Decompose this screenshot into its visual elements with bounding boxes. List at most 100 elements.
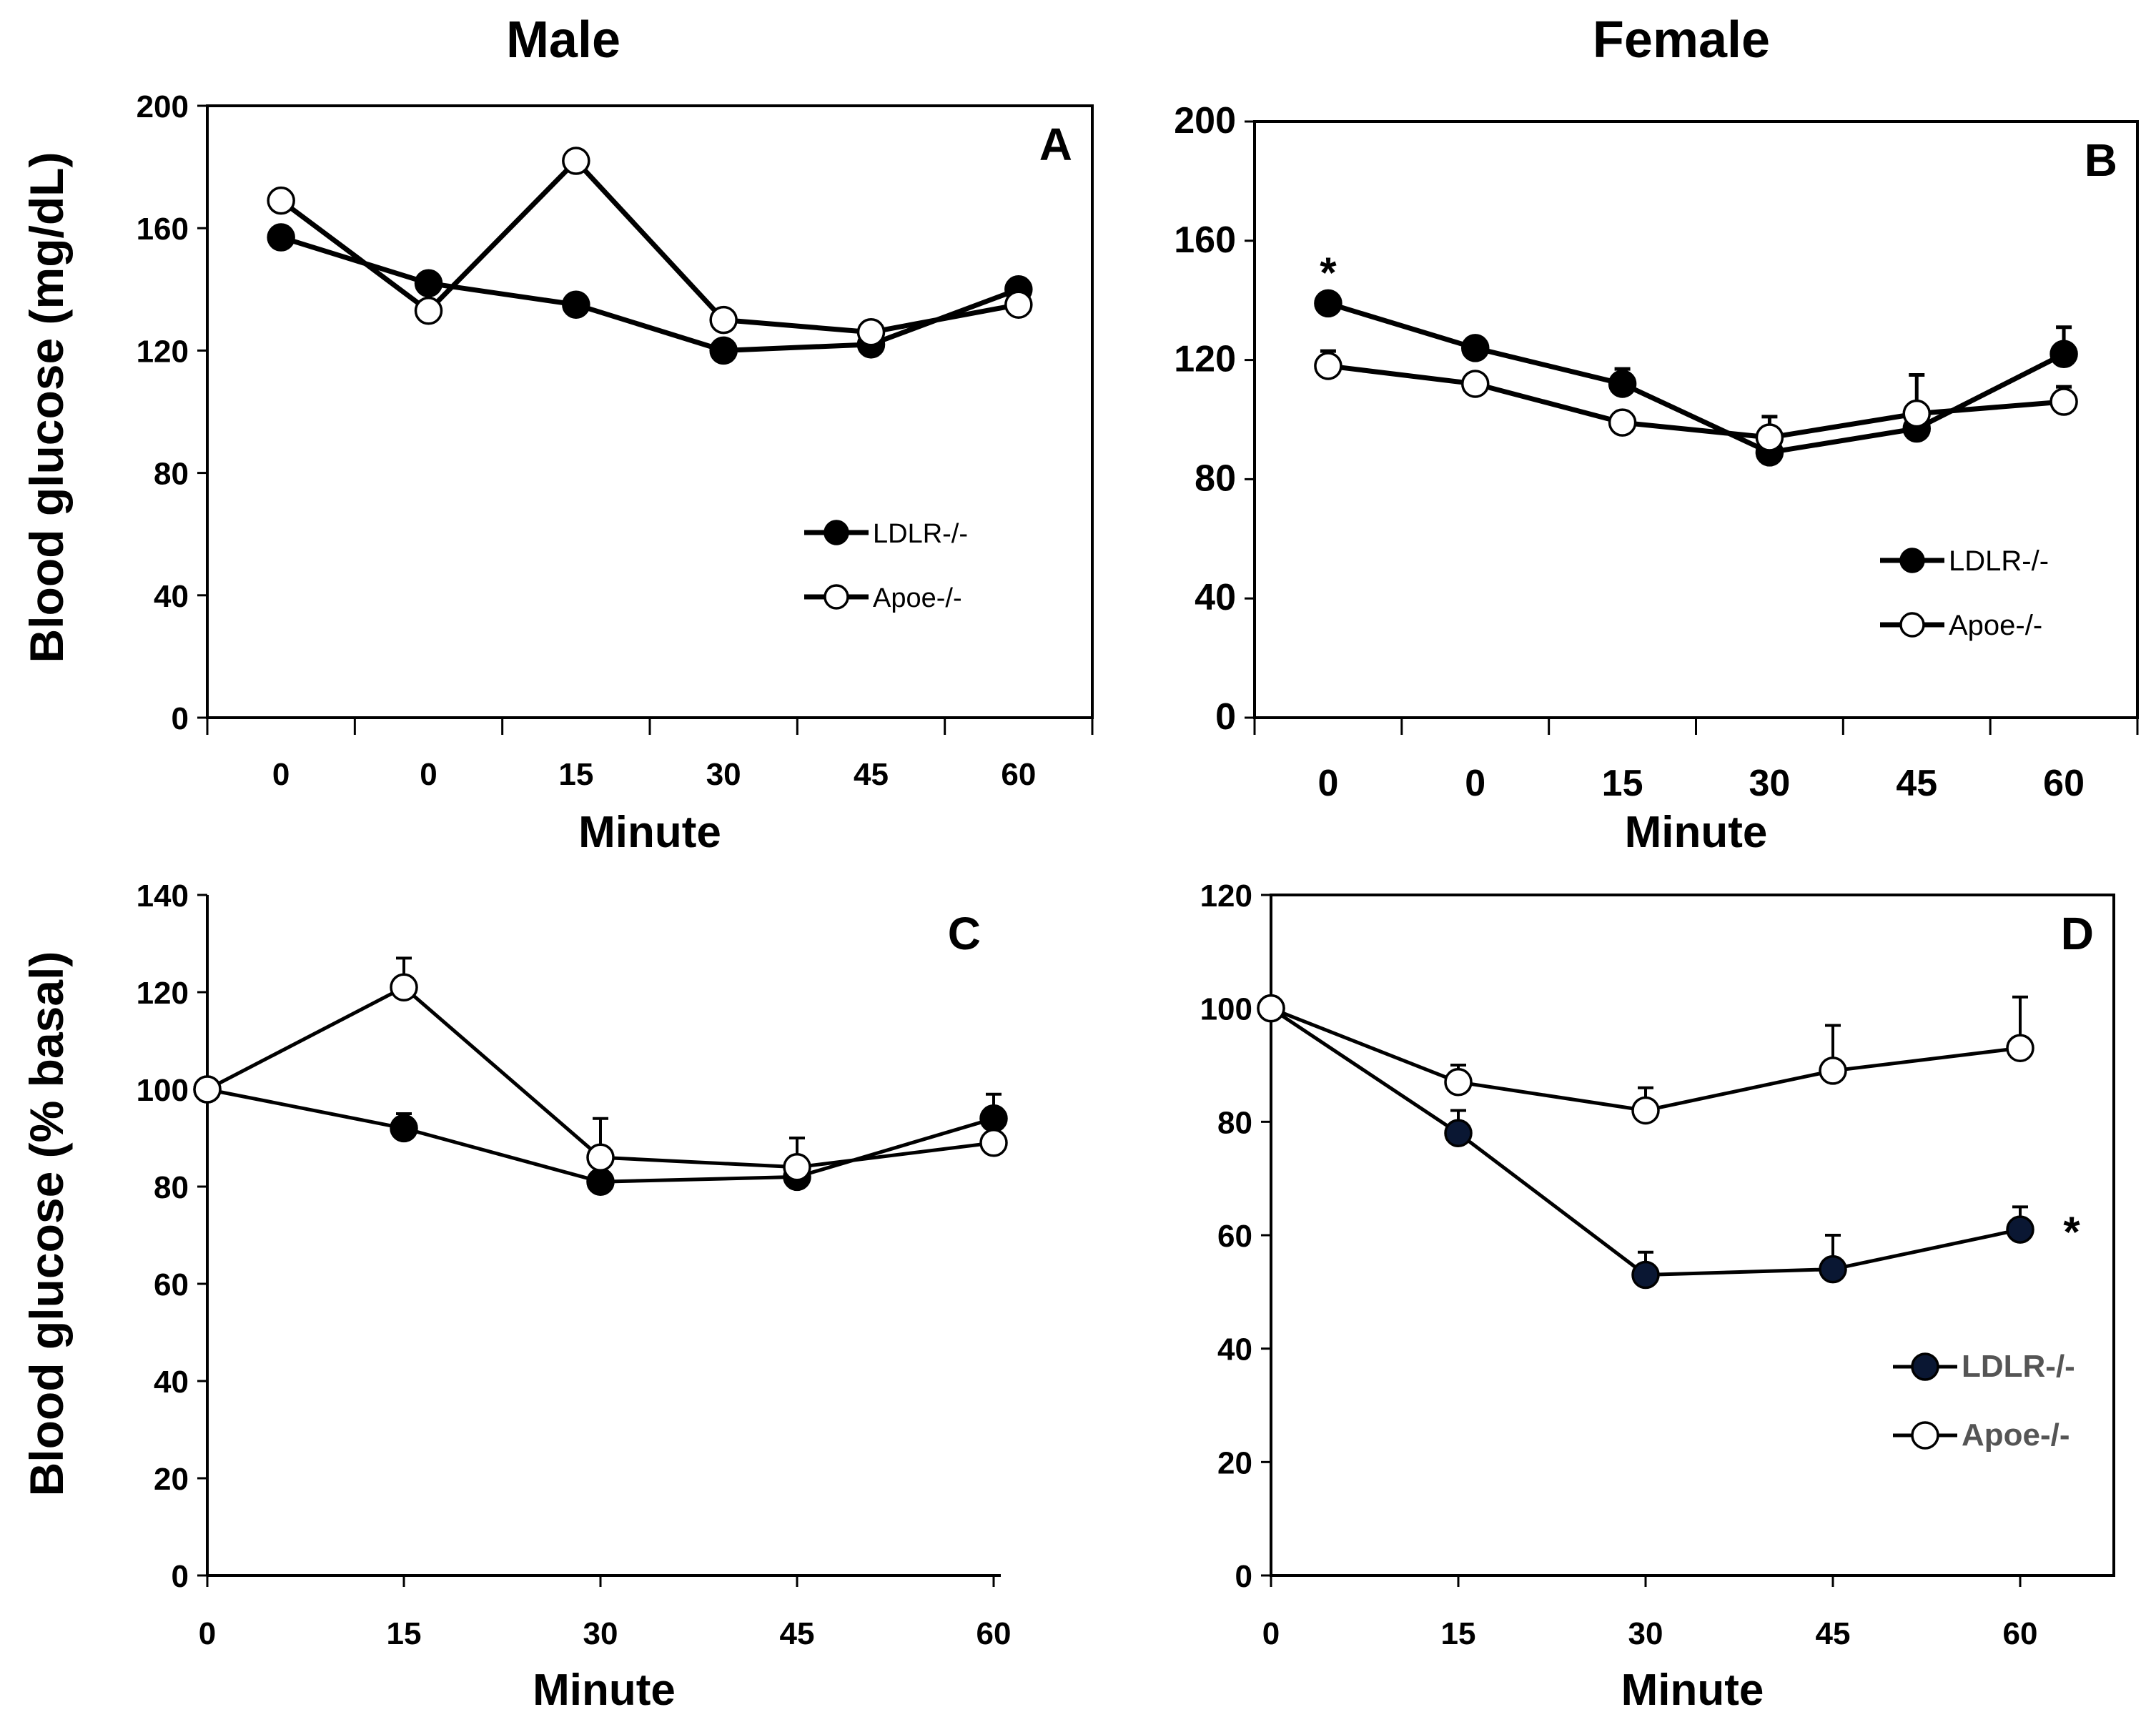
panel-b-y-tick-label: 0 [1215, 696, 1236, 738]
panel-a-legend-ldlr-label: LDLR-/- [873, 519, 968, 549]
panel-b-y-tick-label: 80 [1195, 457, 1236, 499]
panel-c-y-tick-label: 40 [154, 1365, 189, 1400]
panel-a-legend-ldlr-marker [824, 520, 849, 545]
panel-b-y-tick-label: 120 [1174, 339, 1236, 380]
panel-c-apoe-point [586, 1143, 615, 1172]
panel-b-ldlr-point [2049, 340, 2078, 369]
panel-a-y-tick-label: 0 [172, 701, 189, 736]
panel-d-apoe-point [2006, 1034, 2034, 1062]
panel-b-apoe-point [1608, 408, 1637, 437]
panel-c-y-tick-label: 140 [137, 879, 189, 914]
panel-a-legend-apoe-label: Apoe-/- [873, 583, 962, 613]
panel-c-y-tick-label: 80 [154, 1170, 189, 1205]
panel-d-y-tick-label: 60 [1217, 1219, 1252, 1254]
panel-b-y-tick-label: 40 [1195, 577, 1236, 618]
panel-c-x-tick-label: 30 [583, 1616, 618, 1651]
panel-c-y-tick-label: 60 [154, 1267, 189, 1302]
panel-b-x-tick-label: 0 [1317, 763, 1338, 804]
panel-c-x-tick-label: 15 [387, 1616, 422, 1651]
panel-d-y-tick-label: 80 [1217, 1105, 1252, 1140]
panel-b-x-axis-label: Minute [1625, 808, 1768, 857]
panel-a-apoe-point [414, 297, 443, 325]
panel-b-legend-ldlr-label: LDLR-/- [1949, 545, 2049, 577]
panel-c-apoe-point [193, 1075, 222, 1104]
panel-b-x-tick-label: 15 [1602, 763, 1643, 804]
panel-c-ldlr-point [979, 1104, 1008, 1133]
panel-c-y-tick-label: 0 [172, 1559, 189, 1594]
panel-b-y-tick-label: 160 [1174, 219, 1236, 261]
panel-d-legend-ldlr-label: LDLR-/- [1962, 1349, 2075, 1384]
panel-c-y-tick-label: 100 [137, 1073, 189, 1108]
panel-a-ldlr-point [709, 336, 738, 365]
panel-d-x-tick-label: 30 [1628, 1616, 1663, 1651]
panel-a-plot-frame [206, 104, 1094, 719]
panel-a-apoe-point [267, 186, 295, 215]
panel-b-apoe-point [1314, 352, 1342, 380]
panel-c-y-tick-label: 120 [137, 976, 189, 1011]
panel-b-legend-apoe-marker [1899, 612, 1925, 638]
panel-d: 0 20 40 60 80 100 120 0 15 30 45 60 Minute D * LDLR-/- A… [1200, 879, 2115, 1715]
panel-d-significance-star: * [2063, 1208, 2080, 1256]
female-column-title: Female [1593, 11, 1770, 69]
y-axis-label-bottom: Blood glucose (% basal) [20, 951, 73, 1497]
panel-a-ldlr-point [414, 269, 443, 297]
panel-d-apoe-point [1819, 1057, 1847, 1085]
panel-b-ldlr-point [1314, 289, 1342, 318]
panel-b: 0 40 80 120 160 200 0 0 15 30 45 60 Minute B * LDLR-/- A… [1174, 100, 2139, 857]
y-axis-label-top: Blood glucose (mg/dL) [20, 152, 73, 663]
panel-b-apoe-point [1755, 423, 1784, 452]
panel-a-x-axis-label: Minute [578, 808, 721, 857]
panel-a-y-tick-label: 200 [137, 89, 189, 124]
panel-d-legend-apoe-label: Apoe-/- [1962, 1417, 2070, 1453]
panel-c-ldlr-point [390, 1114, 418, 1143]
panel-c-x-tick-label: 0 [199, 1616, 216, 1651]
panel-a-ldlr-line [280, 234, 1020, 353]
panel-a-y-tick-label: 120 [137, 334, 189, 369]
panel-d-ldlr-point [1631, 1260, 1660, 1290]
panel-c-apoe-point [979, 1129, 1008, 1157]
panel-b-x-tick-label: 0 [1465, 763, 1485, 804]
panel-c-y-tick-label: 20 [154, 1462, 189, 1497]
panel-d-y-tick-label: 20 [1217, 1445, 1252, 1480]
panel-d-ldlr-point [1819, 1255, 1847, 1284]
panel-c-apoe-point [390, 973, 418, 1001]
panel-a-x-tick-label: 30 [706, 757, 741, 792]
panel-d-x-tick-label: 15 [1441, 1616, 1476, 1651]
panel-c-x-tick-label: 60 [976, 1616, 1012, 1651]
panel-b-apoe-point [1461, 370, 1490, 398]
panel-d-ldlr-point [1444, 1119, 1473, 1147]
panel-a-ldlr-point [267, 223, 295, 252]
panel-a-apoe-point [1004, 290, 1033, 319]
panel-d-y-tick-label: 40 [1217, 1332, 1252, 1367]
panel-d-x-axis-label: Minute [1621, 1666, 1764, 1715]
panel-c-ldlr-point [586, 1167, 615, 1196]
male-column-title: Male [506, 11, 620, 69]
panel-d-x-tick-label: 0 [1262, 1616, 1280, 1651]
panel-c-x-axis-label: Minute [533, 1666, 676, 1715]
panel-b-significance-star: * [1320, 249, 1337, 297]
panel-d-apoe-point [1631, 1096, 1660, 1125]
panel-d-apoe-point [1257, 994, 1285, 1023]
panel-a-y-tick-label: 160 [137, 212, 189, 247]
panel-b-y-tick-label: 200 [1174, 100, 1236, 142]
panel-b-apoe-point [2049, 387, 2078, 416]
panel-c: 0 20 40 60 80 100 120 140 0 15 30 45 60 Minute C [137, 879, 1012, 1715]
panel-d-letter: D [2061, 908, 2094, 959]
panel-a-legend-apoe-marker [824, 584, 849, 610]
panel-a-letter: A [1039, 119, 1072, 170]
panel-a-apoe-point [562, 147, 590, 175]
panel-b-x-tick-label: 30 [1749, 763, 1790, 804]
panel-a-x-tick-label: 15 [558, 757, 593, 792]
panel-c-letter: C [948, 908, 981, 959]
panel-c-apoe-point [783, 1153, 811, 1182]
panel-a-y-tick-label: 80 [154, 457, 189, 492]
panel-d-legend-apoe-marker [1911, 1421, 1939, 1450]
panel-d-x-tick-label: 45 [1816, 1616, 1851, 1651]
panel-c-x-tick-label: 45 [780, 1616, 815, 1651]
panel-a-ldlr-point [562, 290, 590, 319]
panel-d-y-tick-label: 100 [1200, 992, 1252, 1027]
panel-d-ldlr-point [2006, 1215, 2034, 1244]
panel-d-apoe-point [1444, 1068, 1473, 1097]
panel-a-apoe-point [709, 305, 738, 335]
